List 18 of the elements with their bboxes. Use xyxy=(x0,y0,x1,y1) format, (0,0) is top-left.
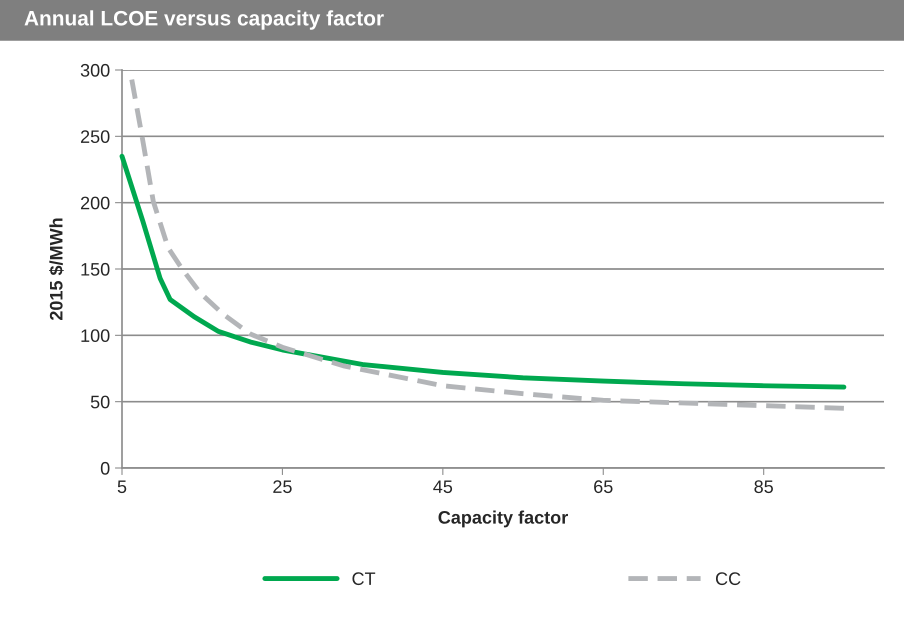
x-tick-label: 65 xyxy=(594,480,613,494)
y-tick-label: 200 xyxy=(80,196,110,210)
legend-label: CC xyxy=(716,572,740,586)
y-tick-label: 0 xyxy=(100,462,110,475)
x-tick-label: 5 xyxy=(118,480,126,494)
y-tick-label: 300 xyxy=(80,64,110,77)
y-tick-label: 50 xyxy=(90,396,110,408)
x-axis-title: Capacity factor xyxy=(438,510,568,528)
chart-title: Annual LCOE versus capacity factor xyxy=(24,10,384,30)
y-tick-label: 150 xyxy=(81,262,110,276)
y-tick-label: 250 xyxy=(80,130,110,144)
line-series xyxy=(120,154,846,390)
x-tick-label: 45 xyxy=(433,480,452,494)
x-tick-label: 25 xyxy=(273,480,292,494)
y-axis-title: 2015 $/MWh xyxy=(49,218,64,320)
legend-label: CT xyxy=(352,572,376,586)
x-tick-label: 85 xyxy=(754,480,773,494)
y-tick-label: 100 xyxy=(81,329,110,342)
